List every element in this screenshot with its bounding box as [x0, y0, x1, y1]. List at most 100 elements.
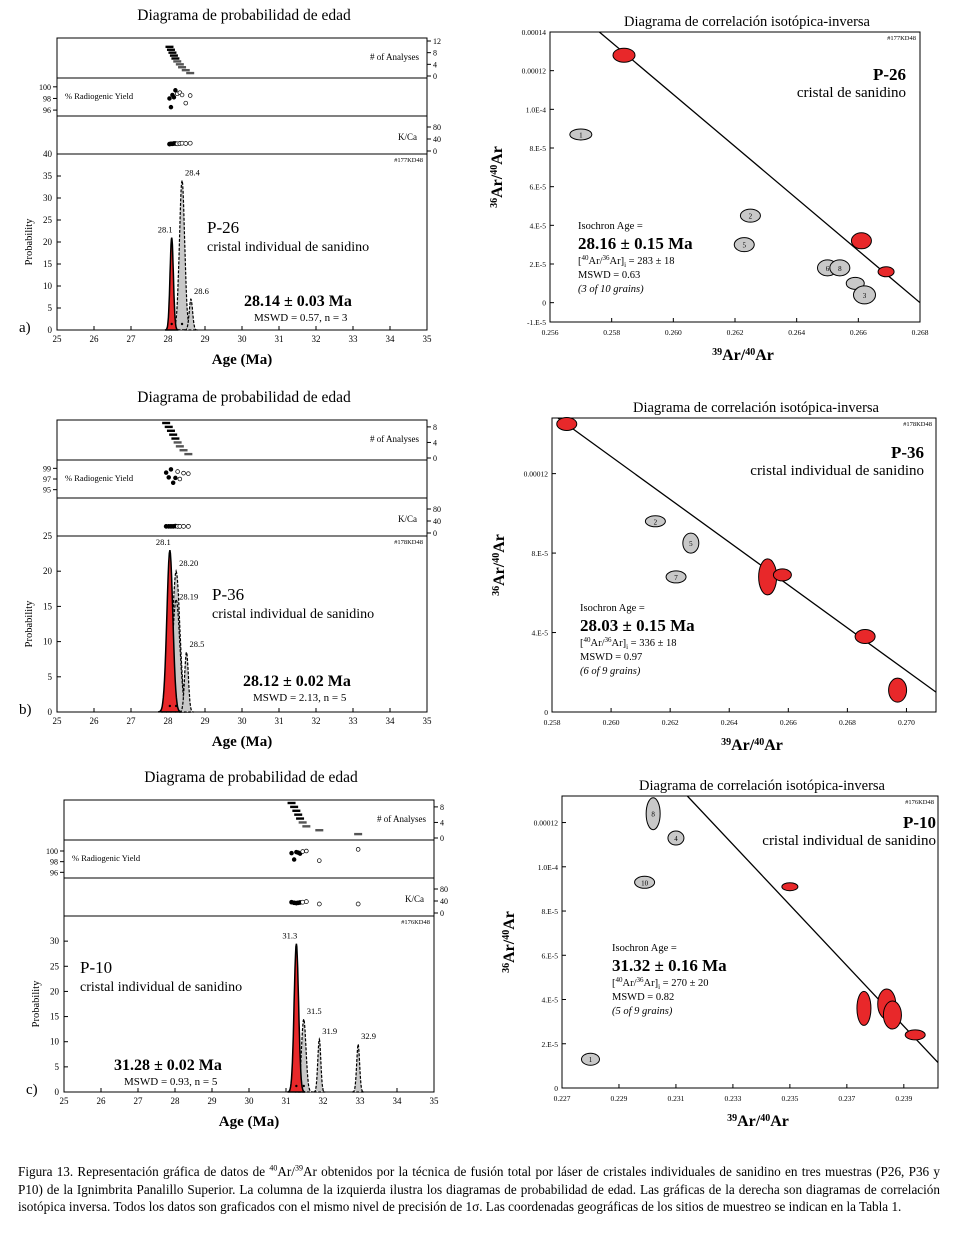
x-tick-label: 0.229 [611, 1094, 628, 1103]
kca-tick-label: 40 [433, 517, 441, 526]
x-tick-label: 32 [312, 334, 321, 344]
kca-tick-label: 0 [433, 529, 437, 538]
kca-tick-label: 80 [433, 123, 441, 132]
point-label: 7 [674, 574, 678, 582]
radiogenic-label: % Radiogenic Yield [65, 91, 134, 101]
analyses-tick-label: 8 [433, 49, 437, 58]
y-tick-label: 30 [43, 193, 53, 203]
radiogenic-point [181, 470, 186, 476]
y-tick-label: 4.E-5 [530, 221, 547, 230]
peak-label: 31.5 [307, 1006, 322, 1016]
x-sup: 40 [745, 347, 755, 358]
y-sup: 40 [491, 553, 502, 563]
point-label: 5 [743, 242, 747, 250]
radiogenic-point [173, 475, 178, 481]
point-label: 5 [689, 540, 693, 548]
y-tick-label: 2.E-5 [542, 1040, 559, 1049]
isochron-point [829, 259, 851, 277]
y-axis-label: 36Ar/40Ar [489, 146, 506, 208]
sample-tag: #178KD48 [903, 421, 932, 428]
x-tick-label: 0.268 [912, 328, 929, 337]
x-tick-label: 34 [393, 1096, 403, 1106]
probability-peak [179, 650, 194, 713]
isochron-point [667, 830, 685, 846]
radiogenic-point [317, 858, 322, 863]
radiogenic-tick-label: 96 [50, 868, 58, 877]
x-sup: 39 [727, 1113, 737, 1124]
peak-base-dot [302, 1084, 305, 1088]
ratio-sub: i [658, 983, 660, 991]
ratio-sub: i [626, 643, 628, 651]
y-tick-label: 10 [43, 281, 53, 291]
sample-name: P-26 [873, 65, 906, 84]
isochron-point [665, 570, 687, 584]
peak-label: 28.6 [194, 286, 209, 296]
radiogenic-point [186, 471, 191, 476]
isochron-point [882, 1000, 902, 1030]
iso-title: Diagrama de correlación isotópica-invers… [624, 14, 871, 30]
peak-label: 28.4 [185, 167, 201, 177]
kca-point [355, 901, 361, 907]
peak-base-dot [174, 704, 178, 708]
y-axis-label: Probability [31, 980, 42, 1027]
radiogenic-point [171, 95, 177, 100]
x-tick-label: 33 [356, 1096, 366, 1106]
sample-tag: #176KD48 [401, 919, 430, 926]
y-tick-label: 4.E-5 [542, 996, 559, 1005]
isochron-grains: (5 of 9 grains) [612, 1006, 673, 1017]
y-tick-label: 0 [554, 1084, 558, 1093]
y-tick-label: 8.E-5 [532, 549, 549, 558]
y-axis-label: 36Ar/40Ar [491, 534, 508, 596]
sample-tag: #178KD48 [394, 539, 423, 546]
y-tick-label: 40 [43, 149, 53, 159]
y-tick-label: 0 [544, 708, 548, 717]
y-sup: 36 [489, 198, 500, 208]
radiogenic-point [187, 93, 193, 98]
isochron-mswd: MSWD = 0.63 [578, 270, 640, 281]
x-tick-label: 0.233 [724, 1094, 741, 1103]
y-tick-label: 10 [43, 637, 53, 647]
y-tick-label: 25 [50, 961, 60, 971]
isochron-point [645, 797, 661, 831]
x-tick-label: 28 [171, 1096, 181, 1106]
kca-point [186, 524, 191, 529]
x-tick-label: 33 [349, 716, 359, 726]
x-tick-label: 0.264 [788, 328, 805, 337]
radiogenic-tick-label: 100 [46, 847, 58, 856]
y-tick-label: 0.00012 [534, 819, 559, 828]
radiogenic-point [289, 850, 294, 856]
isochron-age-label: Isochron Age = [578, 221, 643, 232]
isochron-grains: (3 of 10 grains) [578, 284, 644, 295]
analyses-tick-label: 0 [440, 834, 444, 843]
probability-peak [164, 237, 179, 331]
radiogenic-tick-label: 99 [43, 464, 51, 473]
x-tick-label: 28 [164, 716, 174, 726]
y-tick-label: 2.E-5 [530, 260, 547, 269]
radiogenic-point [167, 96, 172, 101]
kca-tick-label: 80 [440, 885, 448, 894]
sample-description: cristal individual de sanidino [762, 833, 936, 849]
x-text: Ar/ [737, 1113, 761, 1130]
kca-point [183, 141, 189, 146]
radiogenic-tick-label: 98 [43, 94, 51, 103]
x-tick-label: 0.270 [898, 718, 915, 727]
x-tick-label: 27 [127, 716, 137, 726]
prob-frame [56, 37, 428, 331]
sample-name: P-36 [891, 443, 924, 462]
y-tick-label: 6.E-5 [542, 951, 559, 960]
radiogenic-point [179, 92, 185, 98]
y-tick-label: 25 [43, 215, 53, 225]
isochron-chart-p-26: Diagrama de correlación isotópica-invers… [489, 14, 929, 364]
plateau-age: 31.28 ± 0.02 Ma [114, 1057, 222, 1074]
y-tick-label: 1.0E-4 [526, 105, 546, 114]
radiogenic-point [168, 467, 174, 472]
radiogenic-point [183, 100, 189, 106]
peak-base-dot [170, 322, 173, 326]
initial-ratio: [40Ar/36Ar]i = 336 ± 18 [580, 636, 676, 651]
probability-peak [158, 549, 182, 713]
radiogenic-tick-label: 98 [50, 858, 58, 867]
x-tick-label: 28 [164, 334, 174, 344]
x-tick-label: 26 [97, 1096, 107, 1106]
isochron-point [854, 629, 876, 645]
x-axis-label: Age (Ma) [212, 352, 272, 368]
